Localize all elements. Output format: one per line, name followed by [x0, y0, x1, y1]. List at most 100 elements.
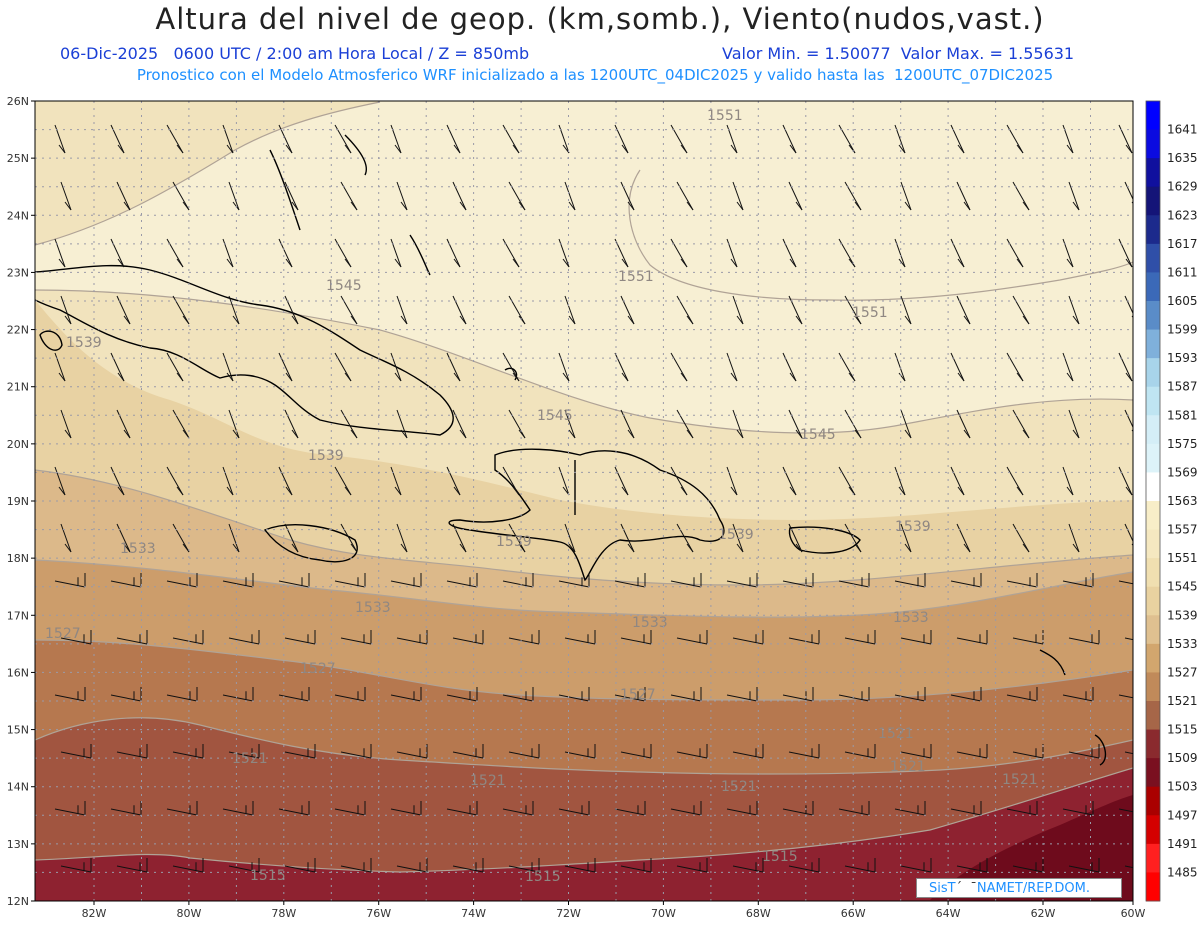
wind-barb [1124, 409, 1133, 433]
legend-swatch [1146, 243, 1160, 273]
wind-barb [620, 409, 635, 439]
contour-label: 1521 [878, 726, 914, 742]
wind-barb [1006, 801, 1038, 816]
contour-label: 1533 [632, 615, 668, 631]
wind-barb [894, 801, 926, 816]
legend-label: 1599 [1167, 323, 1198, 337]
wind-barb [1062, 801, 1094, 816]
legend-label: 1563 [1167, 494, 1198, 508]
wind-barb [1118, 580, 1133, 585]
wind-barb [172, 744, 204, 759]
wind-barb [732, 630, 764, 645]
legend-swatch [1146, 672, 1160, 702]
wind-barb [1068, 295, 1080, 325]
wind-barb [564, 858, 596, 873]
wind-barb [558, 801, 590, 816]
contour-label: 1521 [890, 759, 926, 775]
wind-barb [956, 744, 988, 759]
wind-barb [620, 523, 635, 553]
wind-barb [452, 858, 484, 873]
wind-barb [228, 409, 240, 439]
contour-label: 1539 [66, 335, 102, 351]
wind-barb [278, 466, 293, 496]
legend-label: 1551 [1167, 551, 1198, 565]
legend-label: 1503 [1167, 780, 1198, 794]
legend-frame [1145, 100, 1161, 902]
wind-barb [950, 801, 982, 816]
legend-label: 1533 [1167, 637, 1198, 651]
wind-barb [676, 744, 708, 759]
wind-barb [614, 573, 646, 588]
wind-barb [508, 744, 540, 759]
contour-label: 1539 [895, 519, 931, 535]
legend-label: 1575 [1167, 437, 1198, 451]
wind-barb [726, 687, 758, 702]
contour-lines [35, 101, 1133, 873]
credit-suffix: NAMET/REP.DOM. [976, 881, 1090, 896]
lon-label: 72W [556, 907, 581, 920]
wind-barb [1124, 865, 1133, 869]
wind-barb [54, 801, 86, 816]
wind-barb [676, 858, 708, 873]
legend-swatch [1146, 615, 1160, 645]
contour-labels: 1551 1551 1551 1545 1545 1545 1539 1539 … [45, 108, 1038, 885]
wind-barb [116, 409, 131, 439]
contour-label: 1551 [707, 108, 743, 124]
legend-swatch [1146, 301, 1160, 331]
wind-barb [508, 523, 526, 553]
wind-barb [396, 744, 428, 759]
legend-swatch [1146, 872, 1160, 902]
wind-barb [446, 573, 478, 588]
wind-barb [1068, 181, 1080, 211]
wind-barb [950, 573, 982, 588]
wind-barb [670, 466, 688, 496]
band-1551-top [750, 101, 1133, 124]
wind-barb [1118, 808, 1133, 813]
contour-label: 1515 [525, 869, 561, 885]
legend-swatch [1146, 701, 1160, 731]
contour-label: 1539 [718, 527, 754, 543]
wind-barb [894, 573, 926, 588]
wind-barb [732, 409, 744, 439]
wind-barb [732, 744, 764, 759]
legend-swatch [1146, 643, 1160, 673]
legend-swatch [1146, 443, 1160, 473]
wind-barb [452, 744, 484, 759]
legend-swatch [1146, 158, 1160, 188]
lat-label: 18N [7, 552, 29, 565]
wind-barb [1006, 573, 1038, 588]
contour-label: 1533 [355, 600, 391, 616]
wind-barb [166, 466, 184, 496]
wind-barb [838, 466, 856, 496]
graticule [35, 101, 1133, 901]
wind-barb [172, 409, 190, 439]
band-1545-east [629, 101, 1133, 301]
wind-barb [1006, 687, 1038, 702]
wind-barb [228, 523, 240, 553]
wind-barb [340, 744, 372, 759]
wind-barb [228, 858, 260, 873]
wind-barb [670, 687, 702, 702]
lat-label: 23N [7, 266, 29, 279]
wind-barb [166, 573, 198, 588]
wind-barb [172, 523, 190, 553]
contour-label: 1551 [618, 269, 654, 285]
legend-label: 1545 [1167, 580, 1198, 594]
wind-barb [390, 466, 402, 496]
legend-label: 1539 [1167, 608, 1198, 622]
wind-barb [614, 466, 629, 496]
wind-barb [396, 181, 408, 211]
wind-barb [620, 858, 652, 873]
lat-label: 22N [7, 324, 29, 337]
wind-barb [278, 573, 310, 588]
wind-barb [390, 687, 422, 702]
wind-barb [502, 466, 520, 496]
legend-label: 1581 [1167, 408, 1198, 422]
legend-swatch [1146, 358, 1160, 388]
wind-barb [340, 630, 372, 645]
legend-swatch [1146, 129, 1160, 159]
contour-label: 1515 [762, 849, 798, 865]
legend-swatch [1146, 186, 1160, 216]
wind-barb [284, 523, 299, 553]
wind-barb [502, 687, 534, 702]
